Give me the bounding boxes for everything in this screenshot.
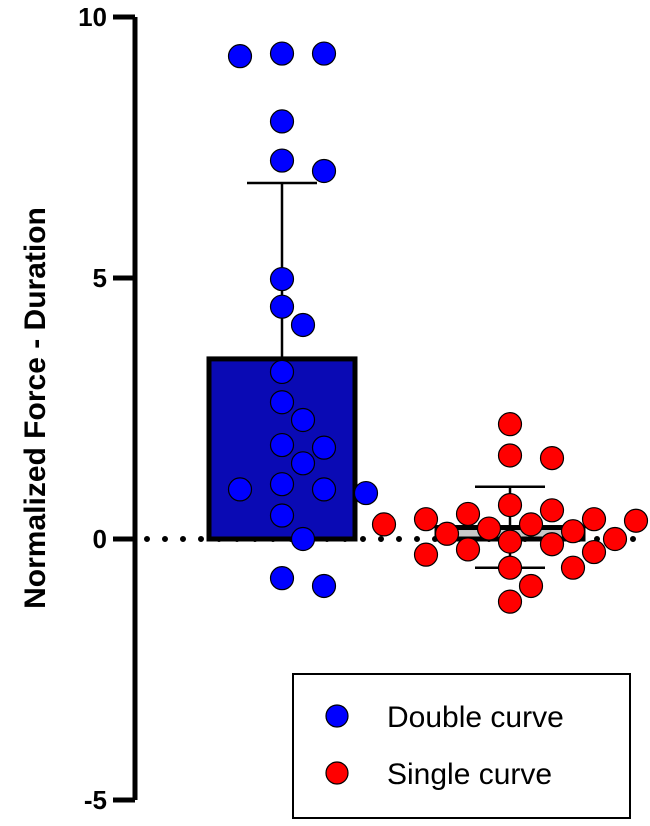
data-point-double-curve	[269, 503, 295, 528]
y-tick-label: 5	[93, 263, 107, 293]
data-point-double-curve	[311, 435, 337, 460]
data-point-single-curve	[455, 537, 481, 562]
data-point-single-curve	[497, 412, 523, 437]
data-point-double-curve	[269, 294, 295, 319]
data-point-double-curve	[269, 566, 295, 591]
data-point-double-curve	[290, 312, 316, 338]
data-point-single-curve	[581, 507, 607, 532]
data-point-double-curve	[269, 41, 295, 66]
data-point-double-curve	[311, 158, 337, 184]
data-point-double-curve	[269, 472, 295, 497]
data-point-single-curve	[497, 529, 523, 554]
legend: Double curve Single curve	[292, 673, 631, 819]
data-point-single-curve	[497, 555, 523, 580]
data-point-single-curve	[581, 539, 607, 565]
data-point-double-curve	[269, 109, 295, 134]
data-point-single-curve	[539, 532, 565, 557]
data-point-single-curve	[476, 516, 502, 541]
data-point-single-curve	[560, 519, 586, 544]
data-point-single-curve	[602, 526, 628, 552]
y-axis-label: Normalized Force - Duration	[19, 207, 52, 609]
data-point-single-curve	[413, 542, 439, 567]
data-point-double-curve	[269, 266, 295, 292]
legend-marker-double-curve	[325, 704, 349, 728]
legend-marker-single-curve	[325, 761, 349, 785]
y-tick-label: 0	[93, 524, 107, 554]
data-point-single-curve	[518, 512, 544, 537]
data-point-double-curve	[269, 390, 295, 415]
data-point-single-curve	[539, 498, 565, 523]
data-point-double-curve	[311, 477, 337, 502]
data-point-single-curve	[539, 445, 565, 471]
data-point-double-curve	[353, 480, 379, 506]
legend-label-double-curve: Double curve	[387, 701, 564, 734]
data-point-double-curve	[227, 44, 253, 69]
data-point-single-curve	[623, 508, 649, 533]
y-tick-label: 10	[78, 2, 107, 32]
data-point-single-curve	[455, 501, 481, 527]
data-point-single-curve	[497, 443, 523, 468]
data-point-double-curve	[269, 148, 295, 173]
data-point-single-curve	[413, 507, 439, 532]
data-point-double-curve	[269, 359, 295, 385]
data-point-single-curve	[434, 521, 460, 546]
data-point-double-curve	[311, 41, 337, 66]
data-point-double-curve	[290, 407, 316, 433]
y-tick-label: -5	[84, 785, 107, 815]
data-point-double-curve	[290, 526, 316, 552]
data-point-single-curve	[497, 492, 523, 518]
data-point-double-curve	[311, 573, 337, 599]
data-point-single-curve	[497, 589, 523, 614]
legend-box	[292, 673, 631, 819]
data-point-double-curve	[227, 477, 253, 502]
y-axis: -5 0 5 10	[78, 2, 138, 815]
data-point-double-curve	[269, 432, 295, 458]
data-point-double-curve	[290, 451, 316, 476]
legend-label-single-curve: Single curve	[387, 758, 552, 791]
plot-area	[144, 41, 649, 614]
data-point-single-curve	[518, 573, 544, 599]
data-point-single-curve	[560, 555, 586, 580]
data-point-single-curve	[371, 512, 397, 537]
